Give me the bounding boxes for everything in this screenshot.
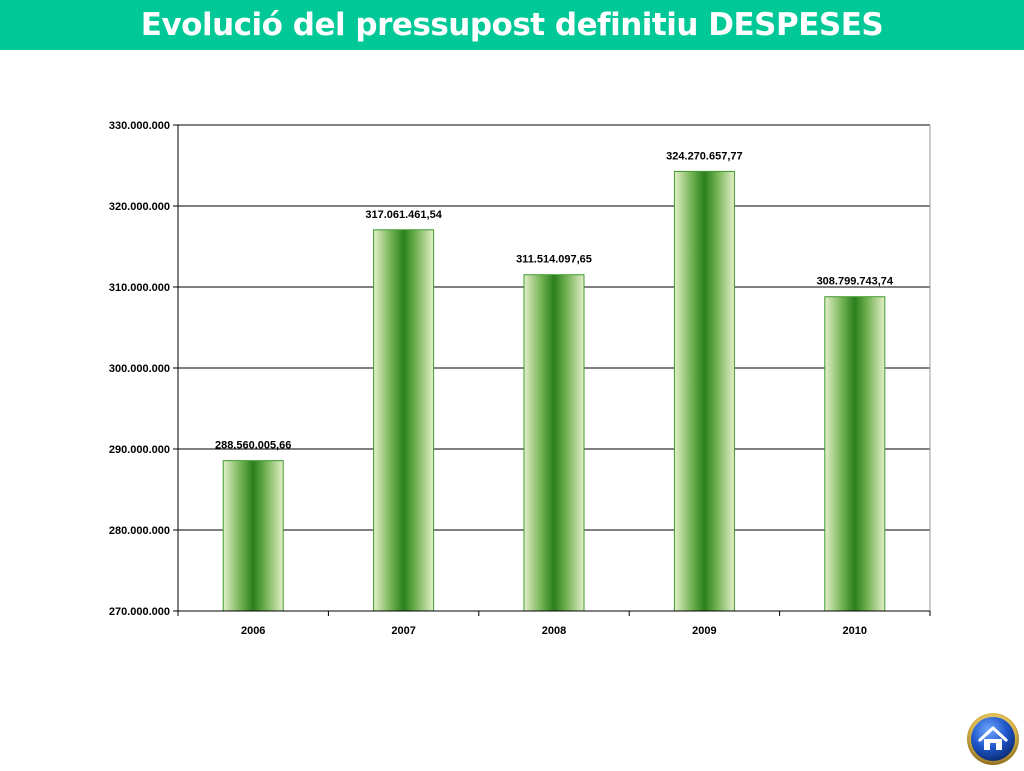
bar xyxy=(673,170,735,612)
y-tick-label: 280.000.000 xyxy=(109,525,170,537)
axes xyxy=(173,124,931,616)
data-label: 288.560.005,66 xyxy=(215,440,291,452)
bar xyxy=(824,296,886,612)
home-icon xyxy=(967,713,1019,765)
bar xyxy=(222,460,284,612)
page-title: Evolució del pressupost definitiu DESPES… xyxy=(140,7,884,43)
x-tick-label: 2008 xyxy=(542,625,566,637)
labels: 270.000.000 280.000.000 290.000.000 300.000… xyxy=(109,120,894,637)
y-tick-label: 330.000.000 xyxy=(109,120,170,132)
x-tick-label: 2007 xyxy=(391,625,415,637)
title-bar: Evolució del pressupost definitiu DESPES… xyxy=(0,0,1024,50)
data-label: 324.270.657,77 xyxy=(666,150,742,162)
bars xyxy=(222,170,886,612)
y-tick-label: 300.000.000 xyxy=(109,363,170,375)
home-button[interactable] xyxy=(966,712,1020,766)
y-tick-label: 290.000.000 xyxy=(109,444,170,456)
y-tick-label: 320.000.000 xyxy=(109,201,170,213)
y-tick-label: 310.000.000 xyxy=(109,282,170,294)
x-tick-label: 2009 xyxy=(692,625,716,637)
bar xyxy=(373,229,435,612)
data-label: 308.799.743,74 xyxy=(817,276,894,288)
data-label: 311.514.097,65 xyxy=(516,254,592,266)
bar xyxy=(523,274,585,612)
data-label: 317.061.461,54 xyxy=(365,209,442,221)
y-tick-label: 270.000.000 xyxy=(109,606,170,618)
x-tick-label: 2010 xyxy=(843,625,867,637)
x-tick-label: 2006 xyxy=(241,625,265,637)
